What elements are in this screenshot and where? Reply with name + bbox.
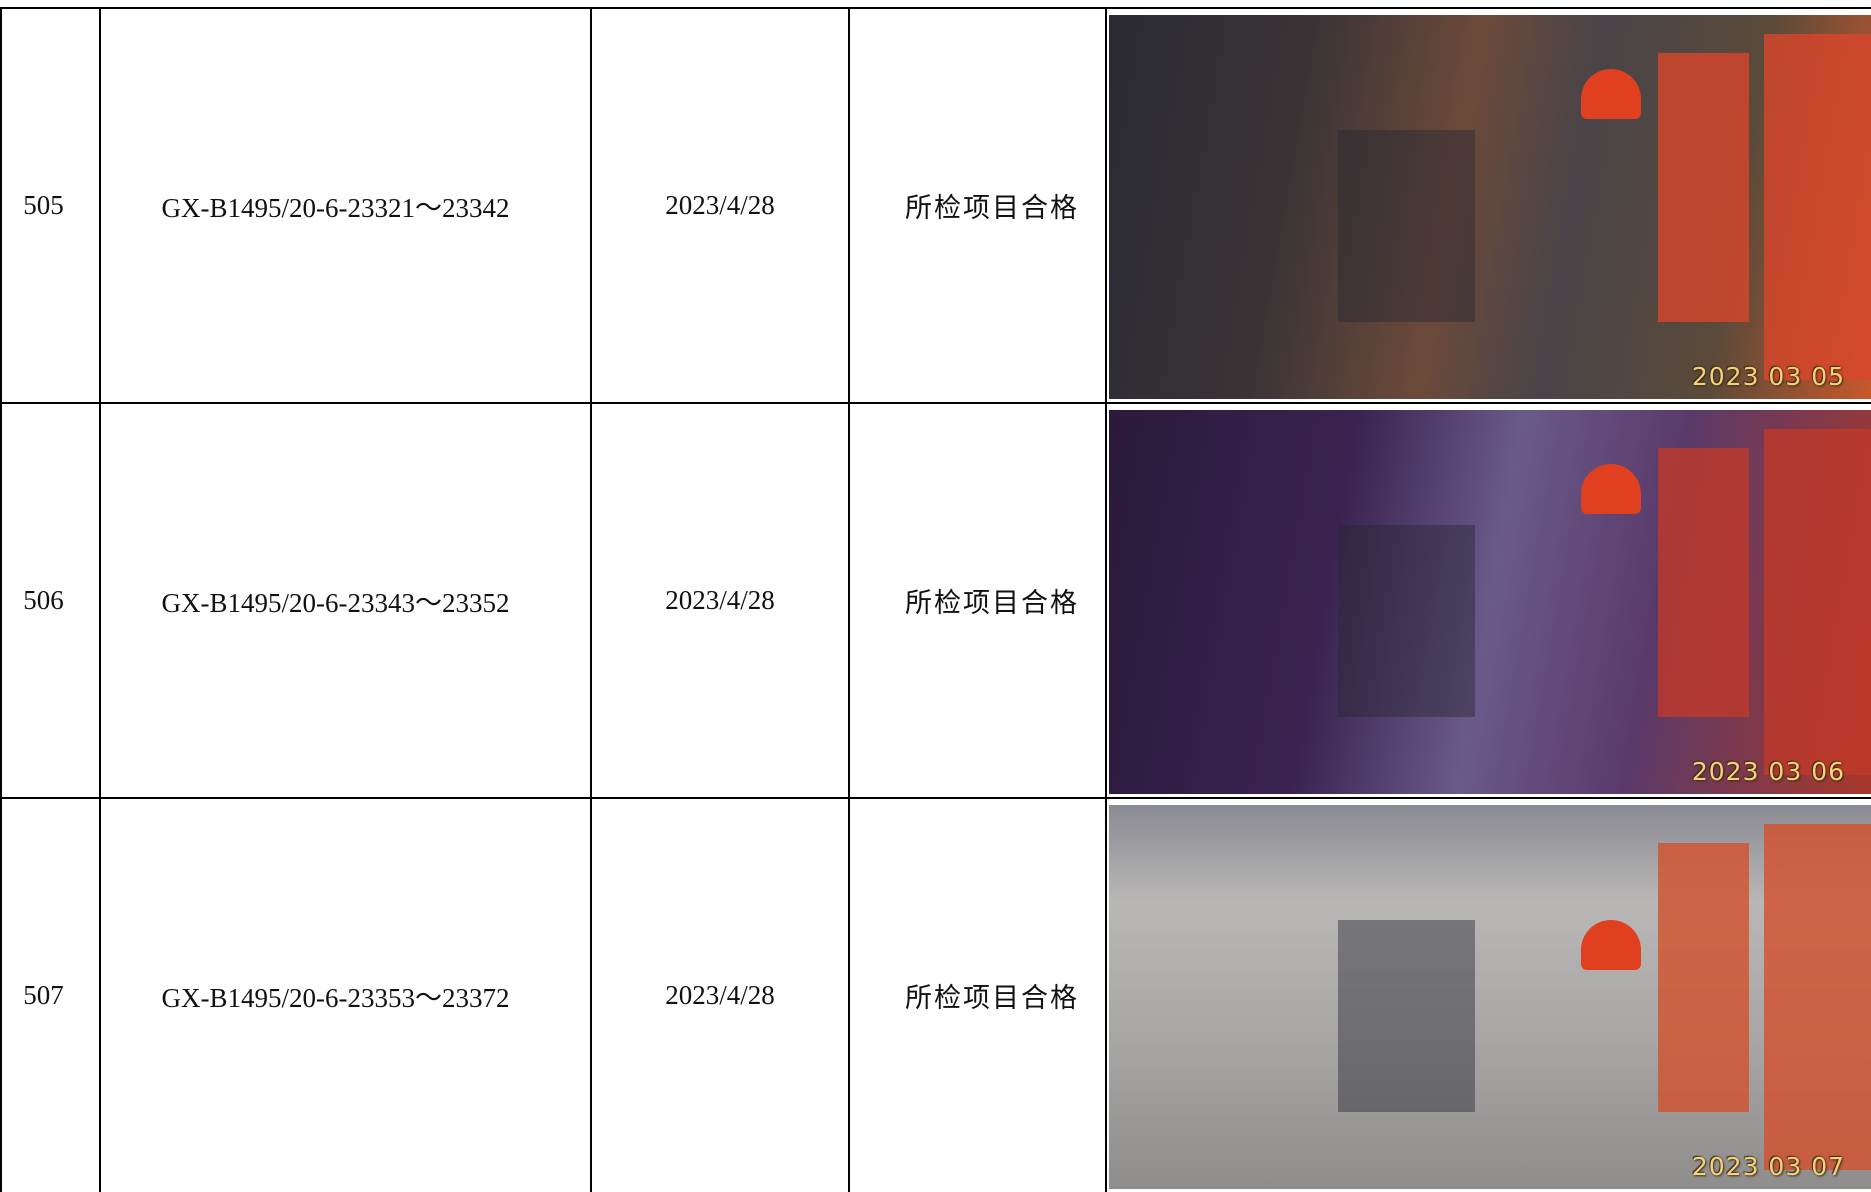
photo-shape [1337,525,1475,718]
photo-shape [1764,34,1871,380]
table-top-border [0,7,1871,9]
test-result: 所检项目合格 [850,404,1107,799]
helmet [1581,920,1642,971]
site-photo: 2023 03 06 [1109,410,1871,794]
table-left-border [0,7,2,1192]
row-number: 507 [2,799,101,1192]
photo-cell-border [1107,797,1871,799]
row-number: 506 [2,404,101,799]
site-photo: 2023 03 05 [1109,15,1871,399]
photo-shape [1657,53,1750,323]
photo-cell-border [1107,402,1871,404]
row-number: 505 [2,9,101,404]
photo-shape [1337,130,1475,323]
test-date: 2023/4/28 [592,799,850,1192]
serial-code: GX-B1495/20-6-23343～23352 [101,404,592,799]
photo-timestamp: 2023 03 07 [1691,1152,1845,1181]
photo-shape [1657,448,1750,718]
photo-timestamp: 2023 03 05 [1691,362,1845,391]
helmet [1581,463,1642,514]
test-date: 2023/4/28 [592,9,850,404]
photo-shape [1764,429,1871,775]
test-result: 所检项目合格 [850,799,1107,1192]
site-photo: 2023 03 07 [1109,805,1871,1189]
photo-timestamp: 2023 03 06 [1691,757,1845,786]
serial-code: GX-B1495/20-6-23353～23372 [101,799,592,1192]
photo-shape [1657,843,1750,1113]
serial-code: GX-B1495/20-6-23321～23342 [101,9,592,404]
test-date: 2023/4/28 [592,404,850,799]
test-result: 所检项目合格 [850,9,1107,404]
photo-shape [1337,920,1475,1113]
helmet [1581,68,1642,119]
photo-shape [1764,824,1871,1170]
